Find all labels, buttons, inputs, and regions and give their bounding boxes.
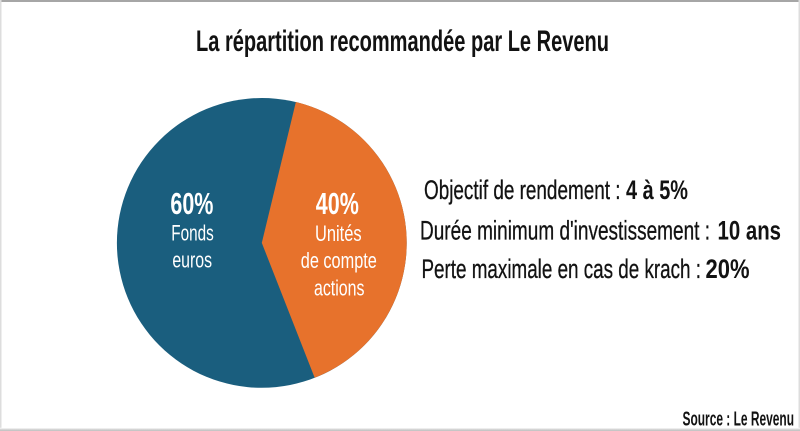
svg-text:actions: actions <box>314 275 364 300</box>
svg-text:Source : Le Revenu: Source : Le Revenu <box>683 408 795 430</box>
svg-text:Fonds: Fonds <box>171 221 213 246</box>
svg-text:Durée minimum d'investissement: Durée minimum d'investissement : <box>420 215 710 245</box>
svg-text:Objectif de rendement :: Objectif de rendement : <box>424 175 621 205</box>
svg-text:10 ans: 10 ans <box>718 215 782 245</box>
svg-text:40%: 40% <box>316 186 359 221</box>
svg-text:60%: 60% <box>170 186 213 221</box>
svg-text:Unités: Unités <box>315 221 362 246</box>
svg-text:La répartition recommandée par: La répartition recommandée par Le Revenu <box>196 25 609 58</box>
svg-text:4 à 5%: 4 à 5% <box>626 175 688 205</box>
svg-text:euros: euros <box>172 248 212 273</box>
svg-text:Perte maximale en cas de krach: Perte maximale en cas de krach : <box>422 254 702 284</box>
svg-text:de compte: de compte <box>301 248 377 273</box>
svg-text:20%: 20% <box>706 254 750 284</box>
